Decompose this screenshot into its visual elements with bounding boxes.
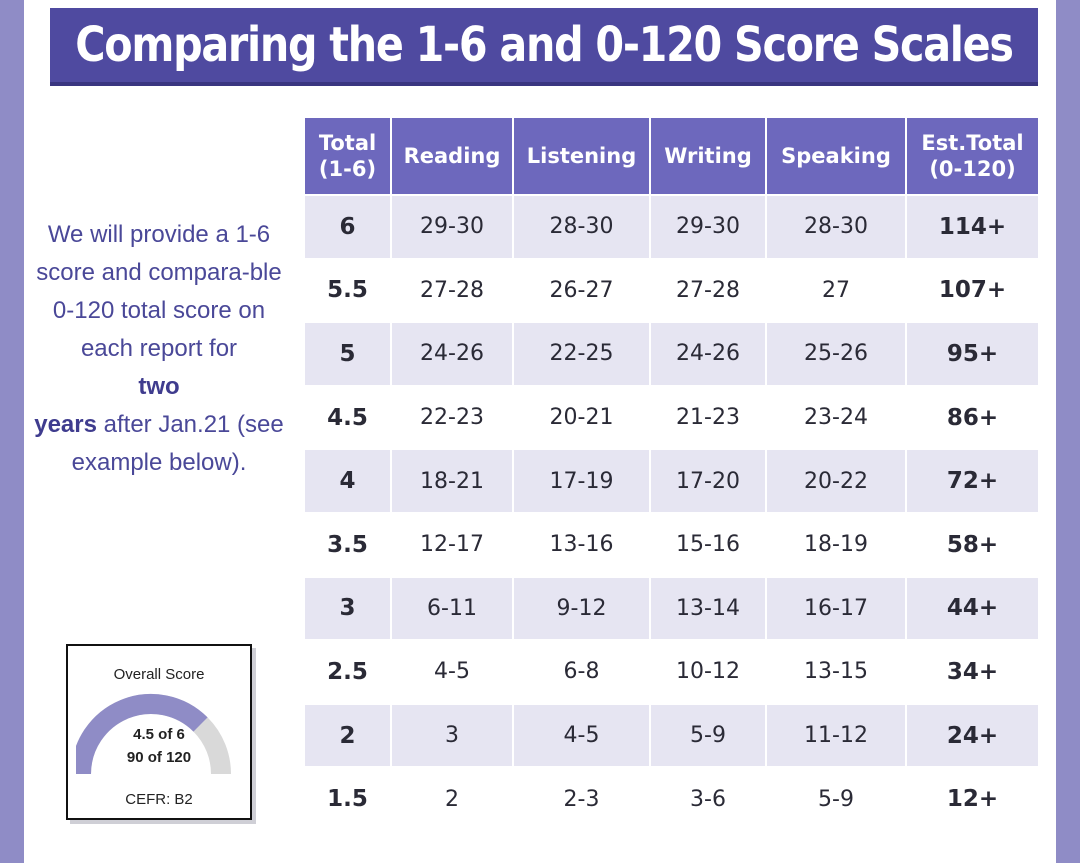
cell-est-total: 95+ xyxy=(905,321,1040,387)
cell-speaking: 23-24 xyxy=(765,384,907,451)
table-row: 1.5 2 2-3 3-6 5-9 12+ xyxy=(303,766,1040,832)
header-total: Total (1-6) xyxy=(303,116,392,196)
cell-writing: 29-30 xyxy=(649,194,767,260)
header-speaking: Speaking xyxy=(765,116,907,196)
cell-total: 4.5 xyxy=(303,384,392,451)
table-row: 2.5 4-5 6-8 10-12 13-15 34+ xyxy=(303,639,1040,705)
cell-total: 3 xyxy=(303,575,392,642)
gauge-fill xyxy=(76,694,208,775)
explanation-bold-two: two xyxy=(138,373,180,400)
cell-speaking: 11-12 xyxy=(765,702,907,769)
table-row: 3 6-11 9-12 13-14 16-17 44+ xyxy=(303,575,1040,642)
cell-total: 5 xyxy=(303,321,392,387)
gauge-title: Overall Score xyxy=(113,666,205,683)
cell-est-total: 12+ xyxy=(905,766,1040,832)
header-listening: Listening xyxy=(512,116,651,196)
explanation-text: We will provide a 1-6 score and compara-… xyxy=(34,216,284,482)
example-score-card: Overall Score 4.5 of 6 90 of 120 CEFR: B… xyxy=(66,644,252,820)
explanation-part-2: after Jan.21 (see example below). xyxy=(71,411,284,476)
cell-listening: 20-21 xyxy=(512,384,651,451)
explanation-bold-years: years xyxy=(34,411,97,438)
cell-est-total: 114+ xyxy=(905,194,1040,260)
cell-writing: 5-9 xyxy=(649,702,767,769)
cell-listening: 17-19 xyxy=(512,448,651,514)
cell-reading: 2 xyxy=(390,766,514,832)
table-row: 5 24-26 22-25 24-26 25-26 95+ xyxy=(303,321,1040,387)
title-banner: Comparing the 1-6 and 0-120 Score Scales xyxy=(50,8,1038,86)
gauge-score-120: 90 of 120 xyxy=(126,749,192,766)
cell-writing: 13-14 xyxy=(649,575,767,642)
cell-listening: 28-30 xyxy=(512,194,651,260)
cell-listening: 22-25 xyxy=(512,321,651,387)
cell-speaking: 28-30 xyxy=(765,194,907,260)
cell-total: 4 xyxy=(303,448,392,514)
cell-est-total: 24+ xyxy=(905,702,1040,769)
cell-listening: 13-16 xyxy=(512,511,651,578)
cell-reading: 22-23 xyxy=(390,384,514,451)
cell-est-total: 86+ xyxy=(905,384,1040,451)
table-row: 4 18-21 17-19 17-20 20-22 72+ xyxy=(303,448,1040,514)
cell-reading: 12-17 xyxy=(390,511,514,578)
cell-reading: 24-26 xyxy=(390,321,514,387)
table-row: 5.5 27-28 26-27 27-28 27 107+ xyxy=(303,257,1040,324)
cell-reading: 18-21 xyxy=(390,448,514,514)
cell-writing: 24-26 xyxy=(649,321,767,387)
cell-reading: 29-30 xyxy=(390,194,514,260)
gauge-score-6: 4.5 of 6 xyxy=(133,726,185,743)
cell-writing: 21-23 xyxy=(649,384,767,451)
cell-speaking: 16-17 xyxy=(765,575,907,642)
cell-speaking: 13-15 xyxy=(765,639,907,705)
table-row: 3.5 12-17 13-16 15-16 18-19 58+ xyxy=(303,511,1040,578)
cell-total: 6 xyxy=(303,194,392,260)
table-body: 6 29-30 28-30 29-30 28-30 114+ 5.5 27-28 26-27 27… xyxy=(303,194,1040,832)
cell-reading: 6-11 xyxy=(390,575,514,642)
cell-est-total: 44+ xyxy=(905,575,1040,642)
cell-writing: 10-12 xyxy=(649,639,767,705)
page-title: Comparing the 1-6 and 0-120 Score Scales xyxy=(75,17,1014,73)
cell-writing: 15-16 xyxy=(649,511,767,578)
cell-total: 1.5 xyxy=(303,766,392,832)
cell-total: 3.5 xyxy=(303,511,392,578)
score-gauge xyxy=(76,694,231,775)
table-row: 2 3 4-5 5-9 11-12 24+ xyxy=(303,702,1040,769)
cell-listening: 4-5 xyxy=(512,702,651,769)
cell-speaking: 27 xyxy=(765,257,907,324)
gauge-cefr: CEFR: B2 xyxy=(125,791,193,808)
cell-speaking: 20-22 xyxy=(765,448,907,514)
cell-writing: 27-28 xyxy=(649,257,767,324)
cell-reading: 4-5 xyxy=(390,639,514,705)
cell-writing: 3-6 xyxy=(649,766,767,832)
cell-listening: 9-12 xyxy=(512,575,651,642)
cell-est-total: 34+ xyxy=(905,639,1040,705)
header-est-total: Est.Total (0-120) xyxy=(905,116,1040,196)
header-writing: Writing xyxy=(649,116,767,196)
score-table: Total (1-6) Reading Listening Writing Spe… xyxy=(303,116,1040,832)
cell-est-total: 58+ xyxy=(905,511,1040,578)
table-header-row: Total (1-6) Reading Listening Writing Spe… xyxy=(303,116,1040,196)
cell-est-total: 72+ xyxy=(905,448,1040,514)
header-reading: Reading xyxy=(390,116,514,196)
cell-reading: 3 xyxy=(390,702,514,769)
explanation-part-1: We will provide a 1-6 score and compara-… xyxy=(36,221,282,362)
cell-total: 5.5 xyxy=(303,257,392,324)
cell-listening: 2-3 xyxy=(512,766,651,832)
cell-listening: 26-27 xyxy=(512,257,651,324)
cell-speaking: 5-9 xyxy=(765,766,907,832)
cell-reading: 27-28 xyxy=(390,257,514,324)
cell-writing: 17-20 xyxy=(649,448,767,514)
cell-est-total: 107+ xyxy=(905,257,1040,324)
table-row: 6 29-30 28-30 29-30 28-30 114+ xyxy=(303,194,1040,260)
cell-total: 2 xyxy=(303,702,392,769)
cell-speaking: 25-26 xyxy=(765,321,907,387)
cell-listening: 6-8 xyxy=(512,639,651,705)
cell-total: 2.5 xyxy=(303,639,392,705)
cell-speaking: 18-19 xyxy=(765,511,907,578)
table-row: 4.5 22-23 20-21 21-23 23-24 86+ xyxy=(303,384,1040,451)
